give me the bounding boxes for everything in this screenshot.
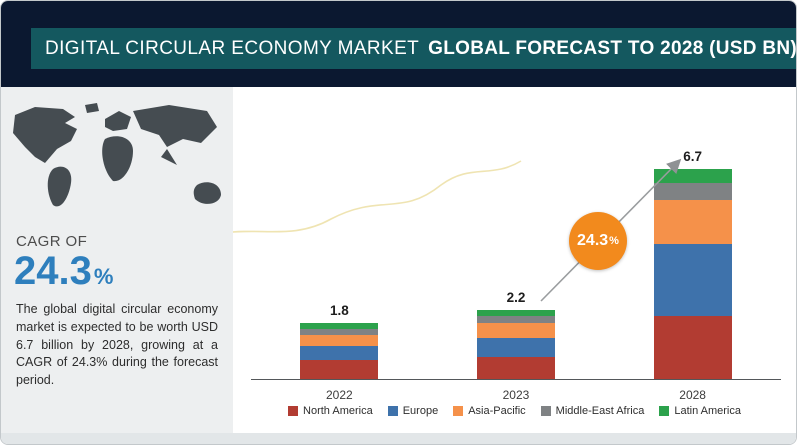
cagr-value: 24.3 [14, 249, 92, 293]
cagr-badge: 24.3 % [569, 212, 627, 270]
cagr-value-row: 24.3% [14, 250, 233, 292]
legend-item: Latin America [659, 405, 741, 417]
bar-segment-asia-pacific [476, 322, 555, 339]
bar-stack [300, 322, 379, 379]
bar-segment-latin-america [300, 322, 379, 329]
legend-swatch [288, 406, 299, 416]
legend-item: Europe [387, 405, 439, 417]
bar-column: 2.2 2023 [476, 121, 555, 402]
bar-plot: 1.8 2022 2.2 2023 6.7 2028 [251, 121, 781, 402]
bar-total-label: 2.2 [506, 290, 526, 306]
legend-swatch [540, 406, 551, 416]
bar-segment-latin-america [653, 169, 732, 184]
legend-label: Latin America [674, 405, 741, 417]
legend-item: Middle-East Africa [540, 405, 645, 417]
market-chart: 1.8 2022 2.2 2023 6.7 2028 24.3 % North Ameri… [1, 87, 796, 444]
cagr-panel: CAGR OF 24.3% The global digital circula… [1, 87, 233, 444]
bar-segment-asia-pacific [300, 335, 379, 347]
bar-total-label: 6.7 [683, 149, 703, 165]
cagr-description: The global digital circular economy mark… [16, 302, 218, 387]
bar-segment-europe [653, 244, 732, 317]
bar-segment-north-america [653, 316, 732, 379]
legend-item: Asia-Pacific [453, 405, 526, 417]
world-map-graphic [13, 103, 221, 207]
chart-legend: North America Europe Asia-Pacific Middle-Ea… [233, 405, 796, 417]
badge-percent-sign: % [609, 235, 619, 247]
legend-swatch [453, 406, 464, 416]
page-title-bold: GLOBAL FORECAST TO 2028 (USD BN) [428, 37, 797, 59]
x-axis-label: 2023 [502, 388, 530, 402]
bar-segment-asia-pacific [653, 200, 732, 245]
badge-value: 24.3 [577, 232, 609, 249]
footer-strip [1, 433, 796, 444]
bar-total-label: 1.8 [329, 302, 349, 318]
cagr-label: CAGR OF [16, 233, 88, 250]
legend-label: Middle-East Africa [555, 405, 645, 417]
bar-segment-europe [300, 346, 379, 361]
x-axis-label: 2022 [325, 388, 353, 402]
legend-label: Asia-Pacific [468, 405, 526, 417]
bar-segment-middle-east-africa [476, 316, 555, 323]
bar-segment-middle-east-africa [300, 328, 379, 336]
bar-segment-latin-america [476, 310, 555, 317]
title-banner: DIGITAL CIRCULAR ECONOMY MARKET GLOBAL F… [31, 28, 796, 69]
bar-stack [476, 310, 555, 379]
bar-segment-north-america [476, 357, 555, 379]
bar-stack [653, 169, 732, 379]
cagr-percent-sign: % [93, 264, 114, 289]
legend-item: North America [288, 405, 373, 417]
legend-label: North America [303, 405, 373, 417]
bar-column: 1.8 2022 [300, 121, 379, 402]
legend-swatch [387, 406, 398, 416]
bar-segment-middle-east-africa [653, 183, 732, 201]
page-title-regular: DIGITAL CIRCULAR ECONOMY MARKET [45, 37, 420, 59]
bar-segment-europe [476, 338, 555, 358]
bar-column: 6.7 2028 [653, 121, 732, 402]
legend-label: Europe [402, 405, 439, 417]
bar-segment-north-america [300, 360, 379, 379]
legend-swatch [659, 406, 670, 416]
x-axis-label: 2028 [679, 388, 706, 402]
